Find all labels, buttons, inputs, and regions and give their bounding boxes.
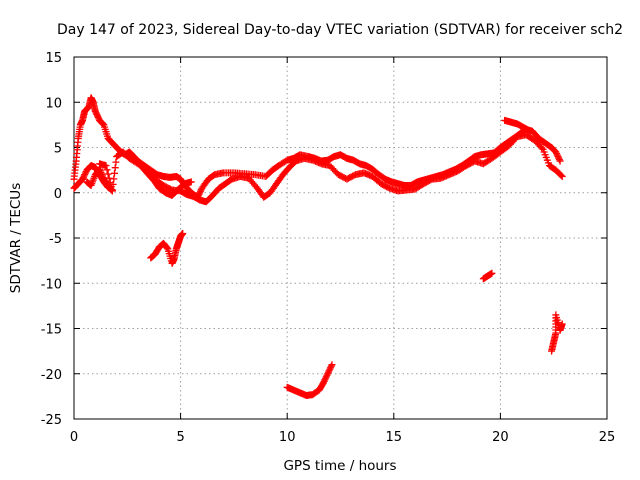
chart-title: Day 147 of 2023, Sidereal Day-to-day VTE… <box>57 22 623 38</box>
data-point <box>104 170 112 178</box>
data-point <box>322 374 330 382</box>
data-point <box>552 148 560 156</box>
data-point <box>81 169 89 177</box>
series-arc-negative-22 <box>283 361 336 399</box>
data-point <box>79 174 87 182</box>
y-tick-label: 0 <box>54 187 62 202</box>
data-point <box>319 379 327 387</box>
y-tick-label: -15 <box>41 323 62 338</box>
x-tick-label: 15 <box>386 430 403 445</box>
data-point <box>98 172 106 180</box>
data-point <box>488 269 496 277</box>
x-tick-label: 0 <box>70 430 78 445</box>
x-tick-label: 10 <box>279 430 296 445</box>
data-point <box>163 244 171 252</box>
data-point <box>555 156 563 164</box>
data-point <box>325 367 333 375</box>
series-segment-negative-9 <box>479 269 496 283</box>
x-axis-label: GPS time / hours <box>283 458 396 474</box>
data-point <box>107 183 115 191</box>
data-point <box>323 371 331 379</box>
data-point <box>80 172 88 180</box>
data-point <box>187 178 195 186</box>
x-tick-label: 25 <box>599 430 616 445</box>
data-point <box>105 174 113 182</box>
data-point <box>106 178 114 186</box>
data-point <box>556 157 564 165</box>
data-point <box>196 189 204 197</box>
axis-ticks: 0 5 10 15 20 25 15 10 5 0 -5 -10 -15 -20 -25 <box>41 51 616 445</box>
y-tick-label: -10 <box>41 277 62 292</box>
data-point <box>94 113 102 121</box>
data-point <box>111 164 119 172</box>
data-point <box>111 169 119 177</box>
y-tick-label: -20 <box>41 368 62 383</box>
x-tick-label: 20 <box>492 430 509 445</box>
y-tick-label: -25 <box>41 413 62 428</box>
data-point <box>98 170 106 178</box>
data-point <box>320 377 328 385</box>
data-point <box>91 107 99 115</box>
data-point <box>553 151 561 159</box>
data-points <box>70 94 566 399</box>
data-point <box>558 172 566 180</box>
data-point <box>553 150 561 158</box>
data-point <box>558 320 566 328</box>
series-early-dip <box>83 160 116 195</box>
data-point <box>538 144 546 152</box>
data-point <box>555 154 563 162</box>
x-tick-label: 5 <box>176 430 184 445</box>
data-point <box>112 158 120 166</box>
data-point <box>321 376 329 384</box>
data-point <box>92 109 100 117</box>
data-point <box>557 171 565 179</box>
data-point <box>81 171 89 179</box>
data-point <box>196 187 204 195</box>
series-arc-negative-5 <box>147 229 187 267</box>
grid-lines <box>74 57 607 419</box>
y-tick-label: 15 <box>45 51 62 66</box>
y-tick-label: 5 <box>54 142 62 157</box>
data-point <box>326 365 334 373</box>
data-point <box>327 364 335 372</box>
data-point <box>96 160 104 168</box>
series-segment-negative-16 <box>548 311 566 355</box>
data-point <box>96 167 104 175</box>
data-point <box>324 368 332 376</box>
data-point <box>328 361 336 369</box>
series-late-top <box>501 116 534 135</box>
series-mid-loop <box>138 163 195 199</box>
data-point <box>93 110 101 118</box>
data-point <box>179 229 187 237</box>
data-point <box>99 120 107 128</box>
data-point <box>97 169 105 177</box>
data-point <box>526 127 534 135</box>
data-point <box>327 362 335 370</box>
y-tick-label: -5 <box>49 232 62 247</box>
data-point <box>103 166 111 174</box>
data-point <box>554 153 562 161</box>
data-point <box>93 112 101 120</box>
data-point <box>322 373 330 381</box>
y-axis-label: SDTVAR / TECUs <box>8 183 24 293</box>
y-tick-label: 10 <box>45 96 62 111</box>
data-point <box>98 119 106 127</box>
data-point <box>108 187 116 195</box>
data-point <box>324 370 332 378</box>
data-point <box>79 175 87 183</box>
